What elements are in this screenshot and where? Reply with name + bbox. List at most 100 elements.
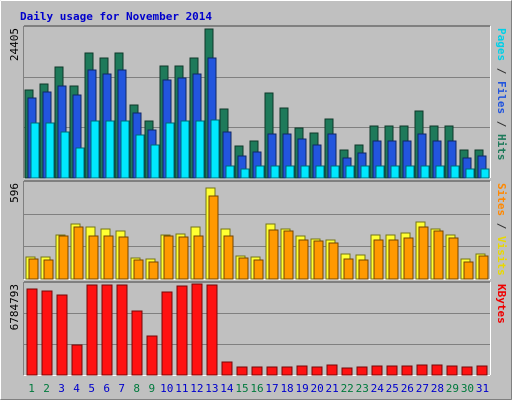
day-label: 13 [205,382,218,395]
day-label: 15 [235,382,248,395]
bar-pages-7 [120,120,130,179]
bar-sites-1 [28,258,39,280]
day-label: 14 [220,382,234,395]
y-max-label: 6784793 [8,284,21,330]
bar-kbytes-6 [101,284,113,376]
day-label: 18 [280,382,293,395]
bar-pages-14 [225,165,235,179]
day-label: 22 [341,382,354,395]
side-legend-part: Visits [495,236,508,276]
bar-kbytes-1 [26,288,38,376]
bar-sites-24 [373,239,384,280]
chart-title: Daily usage for November 2014 [20,10,212,23]
bar-pages-28 [435,165,445,179]
bar-sites-2 [43,259,54,280]
side-legend-part: Pages [495,28,508,61]
bar-sites-20 [313,240,324,280]
day-label: 5 [88,382,95,395]
series-kbytes [26,283,488,376]
side-legend-part: Hits [495,134,508,161]
bar-sites-14 [223,235,234,280]
day-labels: 1 2 3 4 5 6 7 8 9 10 11 12 13 14 15 16 17 18 19 20 21 22 23 24 2… [28,382,489,395]
bar-kbytes-16 [251,366,263,376]
bar-sites-17 [268,229,279,280]
day-label: 10 [160,382,173,395]
bar-sites-8 [133,259,144,280]
bar-pages-19 [300,165,310,179]
side-legend-part: / [495,61,508,81]
bar-sites-21 [328,242,339,280]
bar-sites-5 [88,235,99,280]
bar-pages-25 [390,165,400,179]
bar-sites-19 [298,239,309,280]
bar-sites-12 [193,235,204,280]
bar-sites-26 [403,237,414,280]
day-label: 25 [386,382,399,395]
bar-kbytes-22 [341,367,353,376]
side-legend: Sites / Visits [495,183,508,276]
bar-sites-18 [283,230,294,280]
bar-sites-30 [463,261,474,280]
day-label: 30 [461,382,474,395]
bar-kbytes-5 [86,284,98,376]
bar-pages-20 [315,165,325,179]
bar-pages-12 [195,120,205,179]
bar-kbytes-25 [386,365,398,376]
day-label: 1 [28,382,35,395]
bar-kbytes-10 [161,291,173,376]
bar-pages-17 [270,165,280,179]
bar-kbytes-23 [356,366,368,376]
day-label: 23 [356,382,369,395]
bar-kbytes-30 [461,366,473,376]
bar-pages-22 [345,165,355,179]
y-max-label: 24405 [8,28,21,61]
bar-pages-23 [360,165,370,179]
bar-pages-29 [450,165,460,179]
series-sites [28,195,489,280]
day-label: 12 [190,382,203,395]
bar-sites-6 [103,235,114,280]
bar-kbytes-4 [71,344,83,376]
bar-sites-16 [253,259,264,280]
day-label: 7 [118,382,125,395]
bar-sites-31 [478,255,489,280]
day-label: 31 [476,382,489,395]
bar-kbytes-17 [266,366,278,376]
bar-pages-21 [330,165,340,179]
bar-pages-11 [180,120,190,179]
panel-hits-files-pages: 24405 Pages / Files / Hits [8,25,508,179]
bar-pages-30 [465,168,475,179]
day-label: 20 [311,382,324,395]
bar-pages-5 [90,120,100,179]
bar-kbytes-26 [401,365,413,376]
bar-kbytes-31 [476,365,488,376]
bar-kbytes-11 [176,285,188,376]
day-label: 2 [43,382,50,395]
bar-pages-1 [30,122,40,179]
day-label: 11 [175,382,188,395]
bar-pages-27 [420,165,430,179]
bar-kbytes-15 [236,366,248,376]
side-legend-part: / [495,216,508,236]
bar-sites-11 [178,236,189,280]
day-label: 26 [401,382,414,395]
bar-pages-4 [75,147,85,179]
bar-pages-8 [135,134,145,179]
bar-pages-31 [480,168,490,179]
bar-sites-9 [148,261,159,280]
day-label: 21 [326,382,339,395]
bar-sites-13 [208,195,219,280]
panel-visits-sites: 596 Sites / Visits [8,180,508,280]
bar-pages-26 [405,165,415,179]
bar-sites-25 [388,239,399,280]
bar-pages-16 [255,165,265,179]
bar-kbytes-21 [326,364,338,376]
bar-kbytes-20 [311,366,323,376]
bar-sites-4 [73,226,84,280]
day-label: 3 [58,382,65,395]
bar-kbytes-29 [446,365,458,376]
series-pages [30,119,490,179]
bar-pages-9 [150,144,160,179]
